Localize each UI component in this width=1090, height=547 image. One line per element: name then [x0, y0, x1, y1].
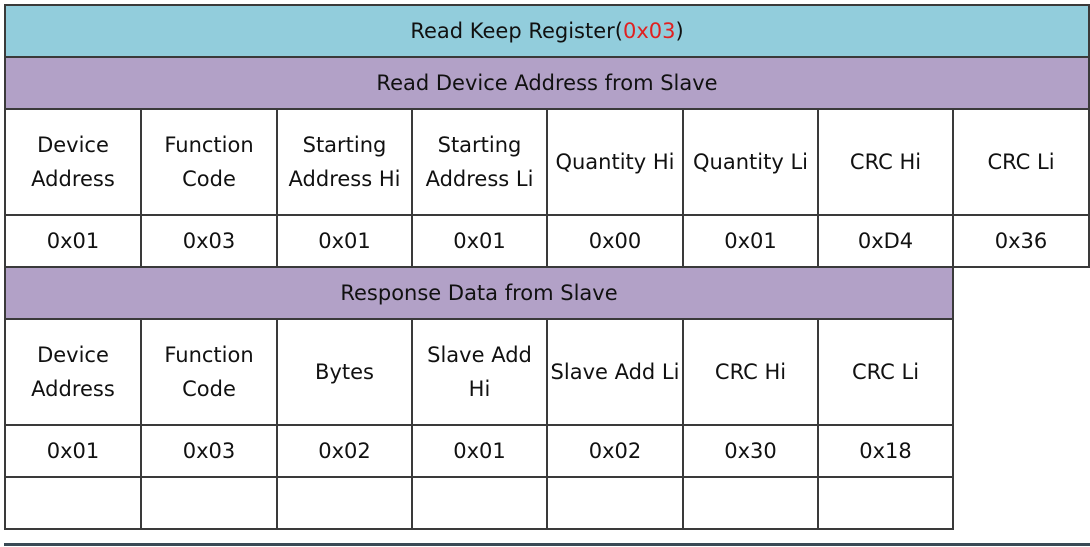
- value-cell: 0x02: [546, 424, 684, 478]
- value-cell: 0x00: [546, 214, 684, 268]
- response-value-row: 0x01 0x03 0x02 0x01 0x02 0x30 0x18: [4, 424, 1089, 478]
- bottom-divider: [4, 543, 1090, 546]
- header-cell: Function Code: [140, 108, 278, 216]
- header-cell: Device Address: [4, 108, 142, 216]
- value-cell: 0x18: [817, 424, 954, 478]
- value-cell: 0x01: [411, 214, 548, 268]
- empty-cell: [276, 476, 413, 530]
- header-cell: Starting Address Hi: [276, 108, 413, 216]
- value-cell: 0x01: [276, 214, 413, 268]
- request-section-heading: Read Device Address from Slave: [3, 56, 1090, 110]
- empty-cell: [4, 476, 142, 530]
- header-cell: Bytes: [276, 318, 413, 426]
- header-cell: Function Code: [140, 318, 278, 426]
- response-section-heading: Response Data from Slave: [4, 266, 954, 320]
- header-cell: CRC Hi: [817, 108, 954, 216]
- header-cell: Device Address: [4, 318, 142, 426]
- request-header-row: Device Address Function Code Starting Ad…: [4, 108, 1090, 216]
- empty-cell: [411, 476, 548, 530]
- empty-cell: [140, 476, 278, 530]
- header-cell: Starting Address Li: [411, 108, 548, 216]
- value-cell: 0x03: [140, 214, 278, 268]
- empty-cell: [817, 476, 954, 530]
- value-cell: 0x36: [951, 214, 1090, 268]
- request-value-row: 0x01 0x03 0x01 0x01 0x00 0x01 0xD4 0x36: [4, 214, 1090, 268]
- header-cell: Quantity Hi: [546, 108, 684, 216]
- value-cell: 0xD4: [817, 214, 954, 268]
- value-cell: 0x01: [4, 214, 142, 268]
- header-cell: Quantity Li: [682, 108, 819, 216]
- header-cell: Slave Add Hi: [411, 318, 548, 426]
- empty-cell: [546, 476, 684, 530]
- function-code-highlight: 0x03: [622, 19, 676, 43]
- blank-area: [953, 267, 1089, 529]
- value-cell: 0x01: [4, 424, 142, 478]
- header-cell: CRC Li: [817, 318, 954, 426]
- response-header-row: Device Address Function Code Bytes Slave…: [4, 318, 1089, 426]
- modbus-register-table: Read Keep Register(0x03) Read Device Add…: [3, 4, 1090, 530]
- value-cell: 0x01: [682, 214, 819, 268]
- value-cell: 0x02: [276, 424, 413, 478]
- header-cell: Slave Add Li: [546, 318, 684, 426]
- value-cell: 0x03: [140, 424, 278, 478]
- value-cell: 0x30: [682, 424, 819, 478]
- header-cell: CRC Hi: [682, 318, 819, 426]
- empty-cell: [682, 476, 819, 530]
- header-cell: CRC Li: [951, 108, 1090, 216]
- empty-row: [4, 476, 1089, 530]
- table-title: Read Keep Register(0x03): [3, 4, 1090, 58]
- value-cell: 0x01: [411, 424, 548, 478]
